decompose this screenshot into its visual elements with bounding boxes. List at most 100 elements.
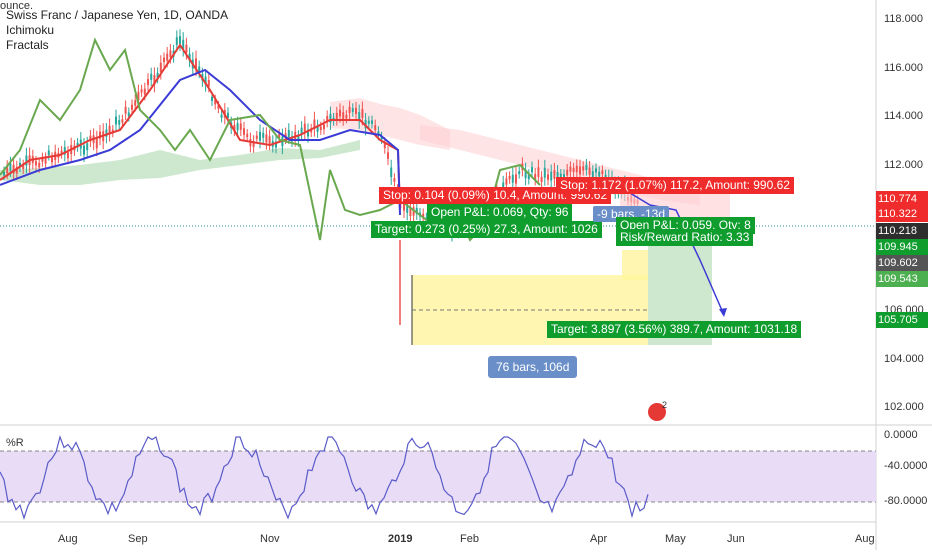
chart-title: Swiss Franc / Japanese Yen, 1D, OANDA	[6, 8, 229, 22]
candle-body	[409, 207, 412, 217]
candle-body	[12, 164, 15, 174]
candle-body	[236, 123, 239, 131]
candle-body	[143, 88, 146, 95]
candle-body	[540, 176, 543, 182]
candle-body	[137, 91, 140, 101]
candle-body	[153, 75, 156, 85]
candle-body	[505, 178, 508, 185]
candle-body	[131, 104, 133, 110]
price-tag: 109.602	[876, 255, 928, 271]
candle-body	[380, 136, 383, 140]
candle-body	[374, 125, 377, 131]
candle-body	[329, 113, 332, 123]
price-tag: 110.774	[876, 191, 928, 207]
candle-body	[275, 141, 277, 148]
candle-body	[572, 167, 575, 172]
candle-body	[422, 213, 425, 219]
candle-body	[361, 109, 364, 118]
candle-body	[233, 124, 236, 131]
candle-body	[259, 131, 261, 141]
candle-body	[3, 171, 5, 176]
candle-body	[6, 166, 9, 174]
candle-body	[15, 167, 18, 174]
candle-body	[89, 135, 92, 142]
legend-corner: ounce.	[0, 0, 34, 12]
candle-body	[19, 162, 21, 167]
candle-body	[243, 128, 245, 135]
candle-body	[83, 145, 85, 155]
candle-body	[326, 116, 329, 122]
candle-body	[566, 169, 569, 176]
candle-body	[390, 167, 393, 178]
candle-body	[95, 138, 98, 149]
candle-body	[345, 114, 348, 119]
time-axis-label: Aug	[855, 533, 875, 545]
candle-body	[211, 96, 213, 101]
time-axis-label: Feb	[460, 533, 479, 545]
candle-body	[393, 178, 396, 182]
candle-body	[9, 163, 12, 171]
candle-body	[550, 171, 553, 181]
candle-body	[188, 53, 191, 61]
candle-body	[156, 72, 159, 78]
candle-body	[355, 107, 357, 114]
candle-body	[604, 174, 607, 180]
target-label-right: Target: 3.897 (3.56%) 389.7, Amount: 103…	[547, 321, 802, 338]
candle-body	[403, 201, 405, 211]
alert-logo-icon[interactable]	[648, 403, 666, 421]
price-axis-label: 114.000	[884, 110, 923, 122]
candle-body	[41, 157, 44, 162]
candle-body	[252, 141, 255, 147]
candle-body	[358, 112, 361, 122]
candle-body	[556, 172, 559, 181]
candle-body	[527, 174, 530, 180]
candle-body	[511, 174, 514, 183]
candle-body	[415, 207, 418, 214]
candle-body	[44, 158, 47, 164]
candle-body	[220, 114, 223, 118]
candle-body	[364, 120, 367, 129]
stop-label-left: Stop: 0.104 (0.09%) 10.4, Amount: 990.62	[379, 187, 612, 204]
projection-arrow	[624, 189, 725, 316]
chart-legend: ounce. Swiss Franc / Japanese Yen, 1D, O…	[0, 0, 229, 53]
candle-body	[147, 79, 149, 86]
kumo-cloud-green-1	[0, 140, 360, 185]
candle-body	[204, 76, 207, 85]
candle-body	[575, 165, 578, 173]
price-axis-label: 104.000	[884, 352, 924, 365]
range-box-small	[622, 250, 648, 280]
candle-body	[63, 147, 66, 155]
candle-body	[319, 126, 322, 131]
candle-body	[121, 119, 124, 123]
candle-body	[175, 37, 178, 45]
candle-body	[313, 119, 316, 129]
candle-body	[547, 174, 549, 180]
candle-body	[508, 176, 511, 180]
candle-body	[348, 106, 351, 114]
rsi-axis-label: -40.0000	[884, 460, 928, 472]
time-axis-label: Sep	[128, 533, 148, 545]
price-tag: 110.322	[876, 206, 928, 222]
candle-body	[559, 173, 562, 177]
time-axis-label: Apr	[590, 533, 608, 545]
candle-body	[262, 132, 265, 138]
candle-body	[217, 105, 220, 109]
candle-body	[22, 164, 25, 170]
candle-body	[150, 73, 153, 80]
bars-range-label: 76 bars, 106d	[488, 356, 578, 378]
time-axis-label: Jun	[727, 533, 745, 545]
candle-body	[291, 136, 293, 142]
candle-body	[185, 44, 188, 53]
candle-body	[287, 129, 290, 138]
candle-body	[387, 152, 389, 159]
candle-body	[598, 171, 601, 177]
candle-body	[534, 173, 537, 180]
candle-body	[537, 167, 540, 177]
candle-body	[553, 170, 556, 179]
candle-body	[99, 131, 101, 139]
candle-body	[367, 120, 370, 124]
stop-label-right: Stop: 1.172 (1.07%) 117.2, Amount: 990.6…	[556, 177, 794, 194]
rr-label-right: Risk/Reward Ratio: 3.33	[616, 229, 754, 246]
candle-body	[86, 143, 89, 151]
